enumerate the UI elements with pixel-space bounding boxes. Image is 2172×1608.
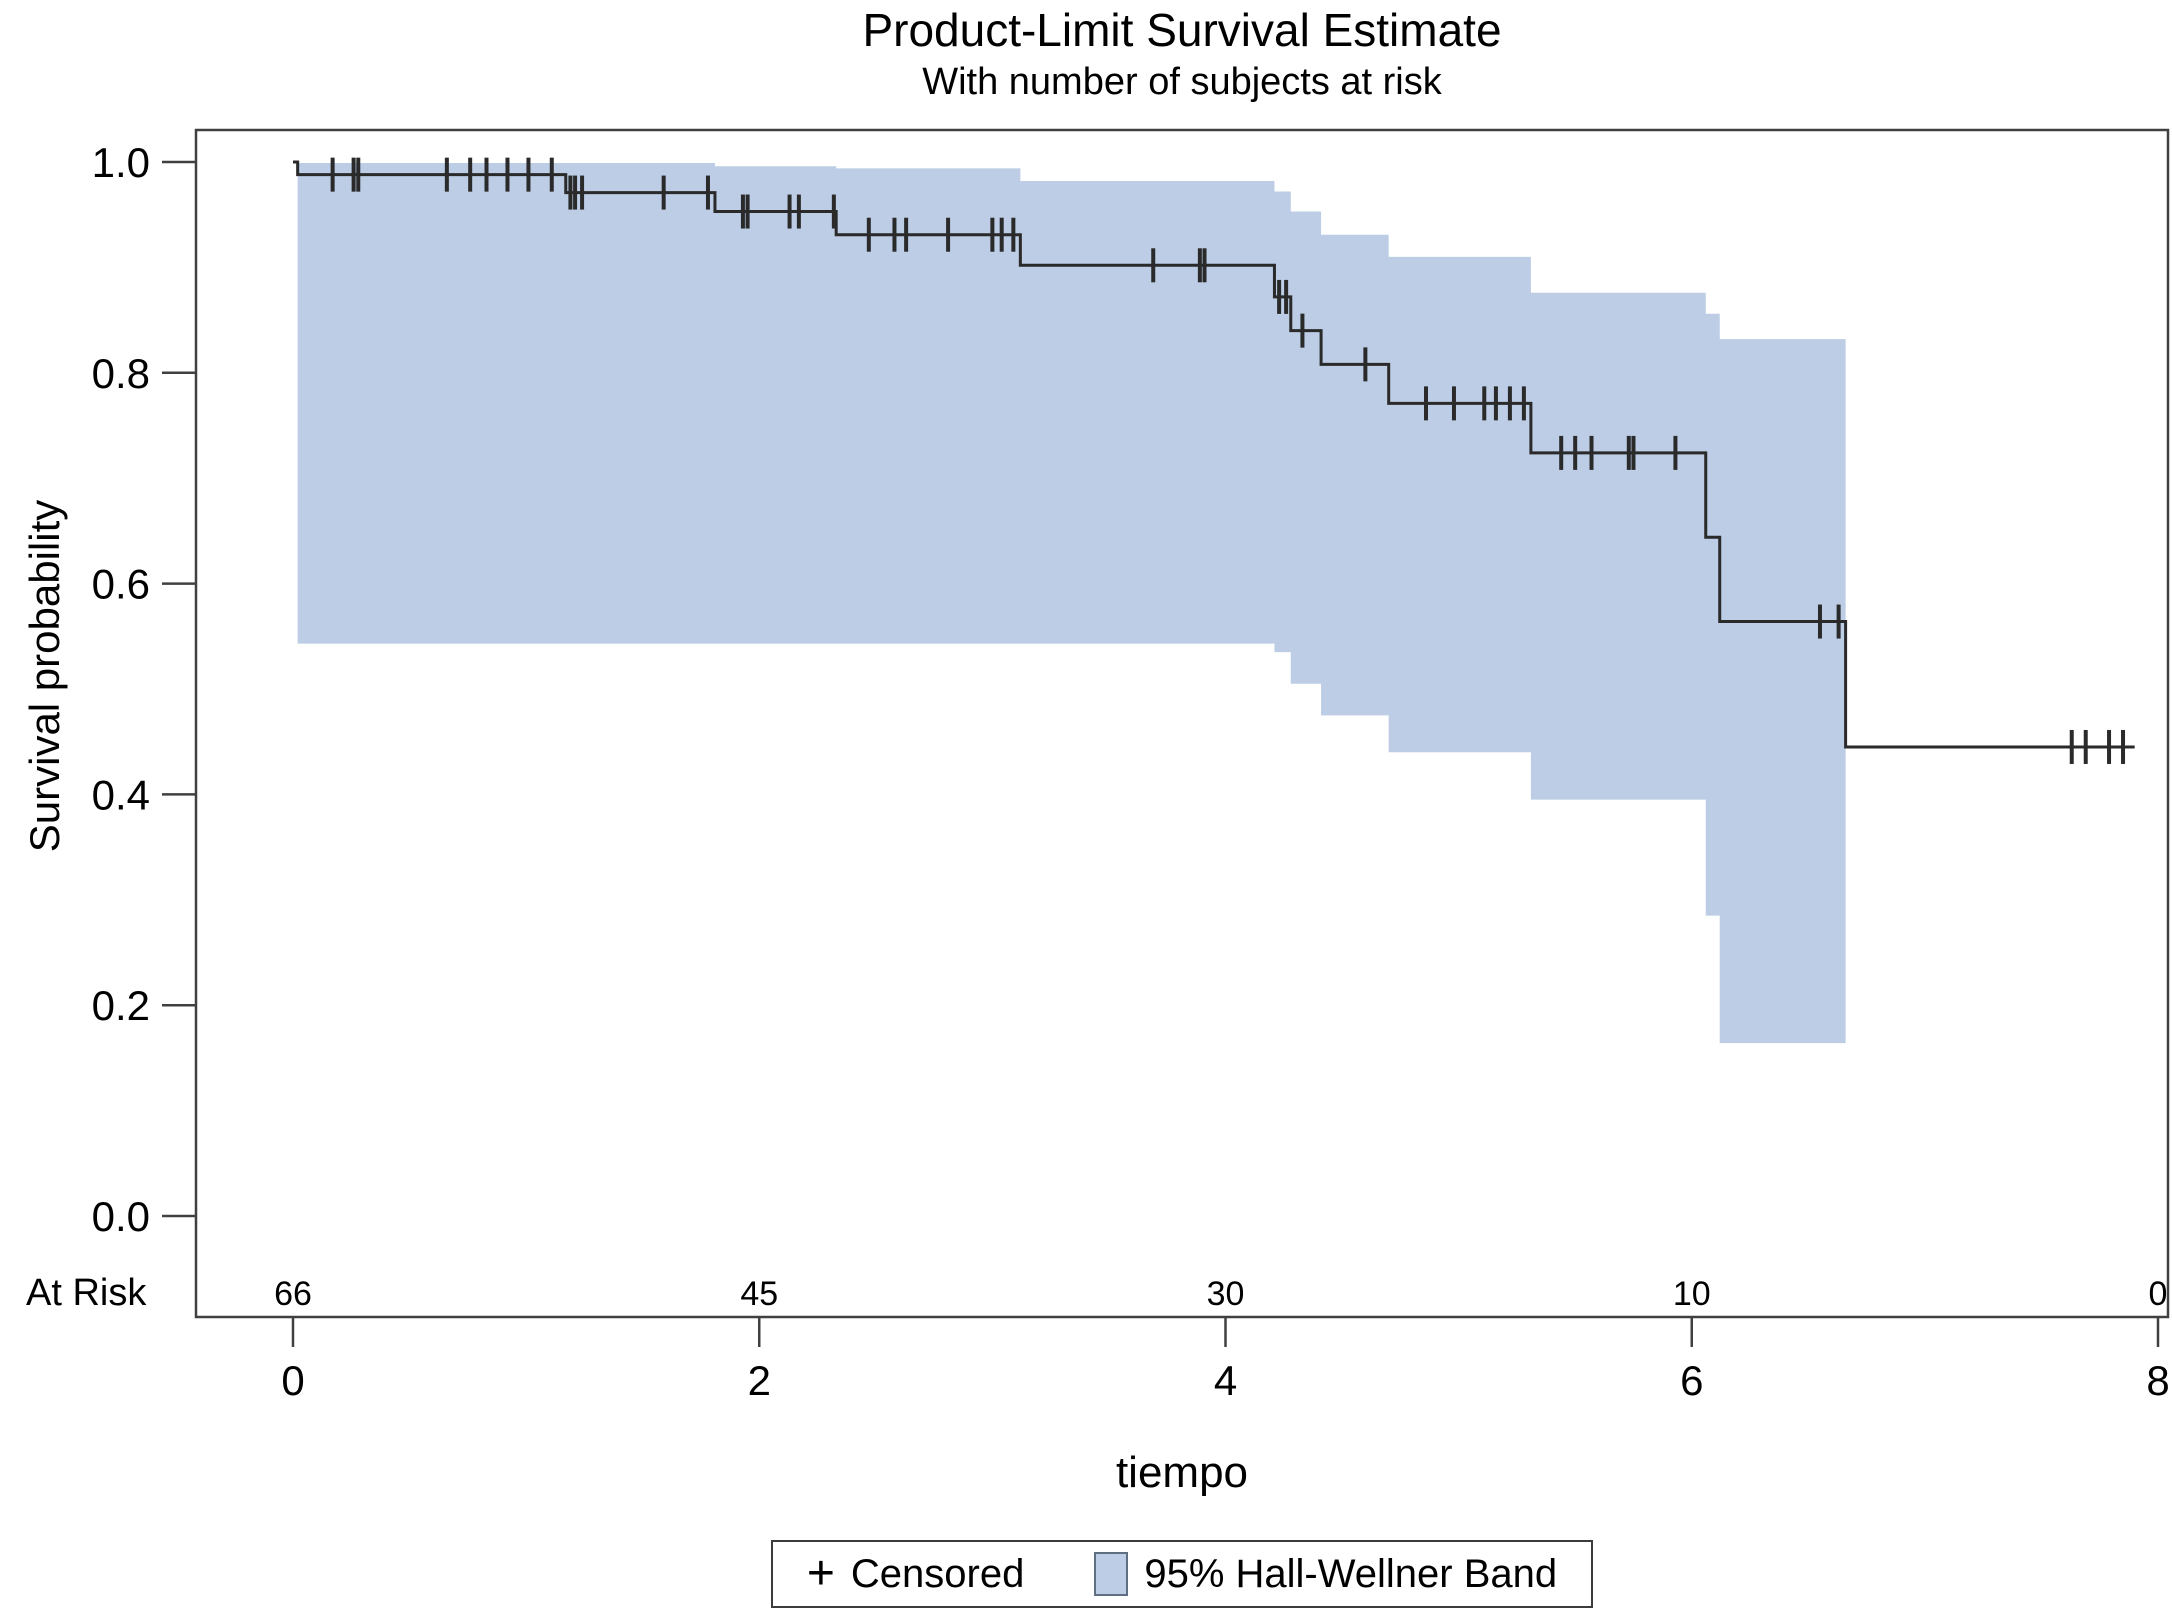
y-tick-label: 1.0 bbox=[92, 139, 150, 186]
plot-frame bbox=[194, 128, 2170, 1319]
x-tick-label: 8 bbox=[2146, 1357, 2169, 1404]
at-risk-count: 30 bbox=[1207, 1275, 1245, 1313]
x-tick-label: 2 bbox=[748, 1357, 771, 1404]
plus-icon: + bbox=[806, 1547, 835, 1600]
y-tick-label: 0.2 bbox=[92, 982, 150, 1029]
chart-title: Product-Limit Survival Estimate bbox=[862, 4, 1502, 56]
censor-marks bbox=[330, 157, 2126, 764]
at-risk-count: 0 bbox=[2149, 1275, 2168, 1313]
at-risk-count: 45 bbox=[740, 1275, 778, 1313]
y-axis-ticks: 0.0 0.2 0.4 0.6 0.8 1.0 bbox=[92, 139, 196, 1240]
at-risk-label: At Risk bbox=[26, 1272, 147, 1314]
legend-censored-label: Censored bbox=[850, 1551, 1025, 1596]
at-risk-count: 66 bbox=[274, 1275, 312, 1313]
band-swatch-icon bbox=[1094, 1552, 1129, 1596]
at-risk-count: 10 bbox=[1673, 1275, 1711, 1313]
x-tick-label: 4 bbox=[1214, 1357, 1237, 1404]
survival-curve bbox=[293, 160, 2135, 749]
x-axis-ticks: 0 2 4 6 8 bbox=[281, 1317, 2170, 1404]
legend-entry-band: 95% Hall-Wellner Band bbox=[1094, 1552, 1557, 1597]
y-tick-label: 0.4 bbox=[92, 771, 150, 818]
y-tick-label: 0.0 bbox=[92, 1193, 150, 1240]
legend-band-label: 95% Hall-Wellner Band bbox=[1144, 1551, 1558, 1596]
legend-entry-censored: + Censored bbox=[806, 1547, 1025, 1600]
legend-box: + Censored 95% Hall-Wellner Band bbox=[770, 1540, 1594, 1608]
x-tick-label: 0 bbox=[281, 1357, 304, 1404]
hall-wellner-band bbox=[297, 163, 1846, 1044]
y-tick-label: 0.6 bbox=[92, 561, 150, 608]
x-axis-title: tiempo bbox=[1115, 1448, 1249, 1497]
chart-subtitle: With number of subjects at risk bbox=[922, 61, 1442, 103]
legend: + Censored 95% Hall-Wellner Band bbox=[196, 1540, 2168, 1608]
x-tick-label: 6 bbox=[1680, 1357, 1703, 1404]
at-risk-row: 66 45 30 10 0 bbox=[274, 1275, 2167, 1313]
y-tick-label: 0.8 bbox=[92, 350, 150, 397]
